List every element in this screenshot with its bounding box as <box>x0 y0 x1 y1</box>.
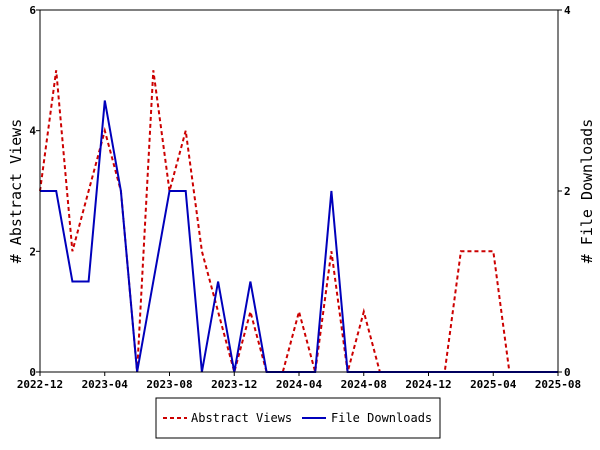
x-tick-label: 2024-04 <box>276 378 323 391</box>
y-right-tick-label: 2 <box>564 185 571 198</box>
x-axis: 2022-12 2023-04 2023-08 2023-12 2024-04 2024-… <box>17 372 581 391</box>
x-tick-label: 2025-04 <box>470 378 517 391</box>
y-left-tick-label: 2 <box>29 245 36 258</box>
x-tick-label: 2025-08 <box>535 378 581 391</box>
y-right-tick-label: 0 <box>564 366 571 379</box>
x-tick-label: 2024-08 <box>341 378 387 391</box>
y-axis-left-title: # Abstract Views <box>7 119 25 264</box>
x-tick-label: 2023-08 <box>146 378 192 391</box>
x-tick-label: 2024-12 <box>405 378 451 391</box>
y-axis-left: 0 2 4 6 <box>29 4 40 379</box>
y-right-tick-label: 4 <box>564 4 571 17</box>
y-left-tick-label: 6 <box>29 4 36 17</box>
x-tick-label: 2023-12 <box>211 378 257 391</box>
x-tick-label: 2023-04 <box>82 378 129 391</box>
y-left-tick-label: 4 <box>29 125 36 138</box>
x-tick-label: 2022-12 <box>17 378 63 391</box>
legend-box <box>155 397 441 439</box>
y-left-tick-label: 0 <box>29 366 36 379</box>
legend: Abstract Views File Downloads <box>155 397 441 439</box>
legend-label-abstract-views: Abstract Views <box>191 411 292 425</box>
legend-label-file-downloads: File Downloads <box>331 411 432 425</box>
y-axis-right-title: # File Downloads <box>578 119 596 264</box>
y-axis-right: 0 2 4 <box>558 4 571 379</box>
